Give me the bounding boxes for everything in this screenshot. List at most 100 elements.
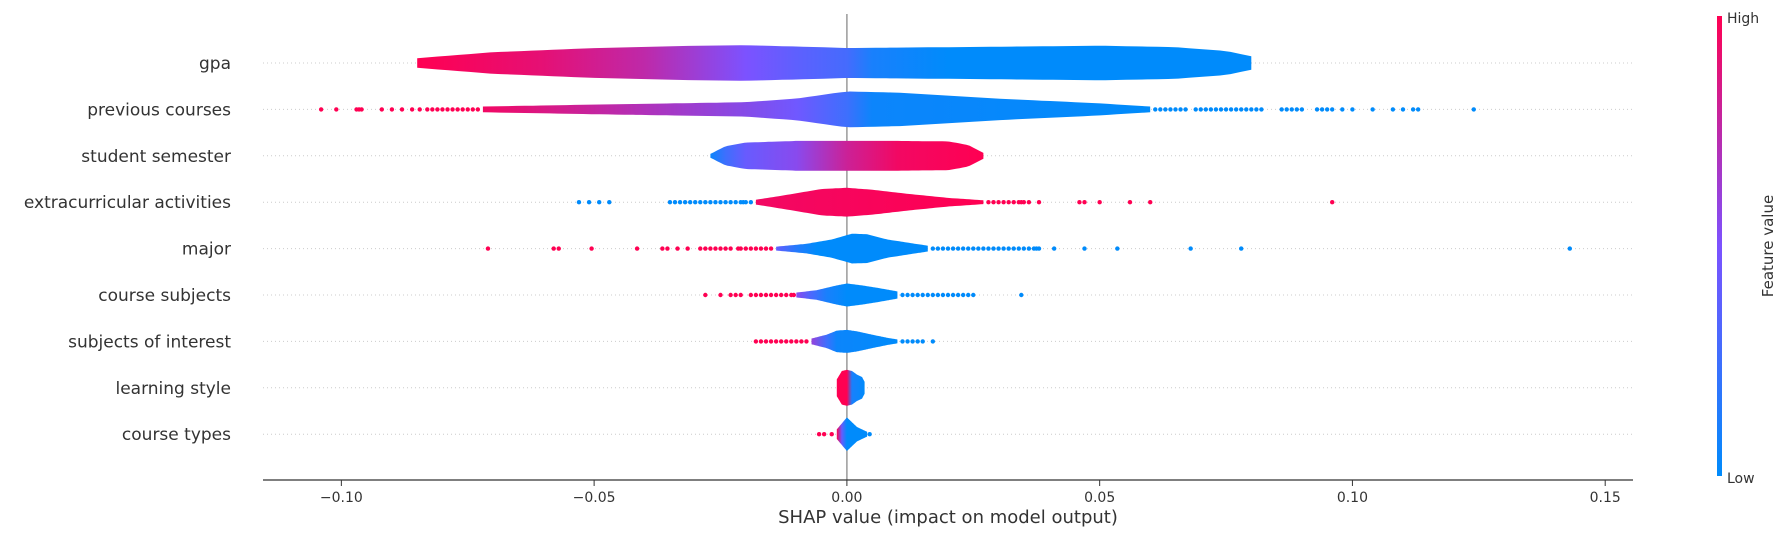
outlier-point-low (1233, 107, 1239, 112)
x-tick-label: 0.00 (831, 490, 862, 506)
feature-label: previous courses (87, 100, 231, 120)
outlier-point-low (1213, 107, 1219, 112)
outlier-point-low (586, 200, 592, 205)
outlier-point-low (1026, 246, 1032, 251)
outlier-point-high (470, 107, 475, 112)
outlier-point-low (607, 200, 612, 205)
outlier-point-high (763, 339, 769, 344)
outlier-point-high (758, 246, 764, 251)
outlier-point-high (450, 107, 455, 112)
outlier-point-low (1228, 107, 1234, 112)
outlier-point-high (703, 246, 708, 251)
feature-rows: gpa previous courses student semester extra… (24, 14, 1633, 480)
outlier-point-low (1115, 246, 1120, 251)
outlier-point-low (1319, 107, 1325, 112)
outlier-point-high (791, 292, 797, 298)
outlier-point-low (950, 292, 956, 298)
outlier-point-low (1011, 246, 1016, 251)
outlier-point-high (768, 246, 774, 251)
outlier-point-high (634, 246, 640, 251)
outlier-point-low (1370, 107, 1375, 112)
violin-shape (710, 140, 984, 171)
outlier-point-low (1223, 107, 1229, 112)
outlier-point-low (1299, 107, 1305, 112)
outlier-point-high (589, 246, 594, 251)
feature-row: student semester (81, 140, 1633, 171)
outlier-point-low (1082, 246, 1087, 251)
outlier-point-high (1148, 200, 1153, 205)
outlier-point-low (1471, 107, 1476, 112)
outlier-point-low (576, 200, 582, 205)
outlier-point-low (1239, 246, 1244, 251)
outlier-point-high (430, 107, 435, 112)
outlier-point-low (991, 246, 996, 251)
outlier-point-high (821, 432, 827, 437)
outlier-point-high (991, 200, 996, 205)
colorbar-low-label: Low (1727, 471, 1755, 487)
outlier-point-high (1006, 200, 1011, 205)
feature-label: subjects of interest (68, 332, 231, 352)
outlier-point-low (930, 339, 936, 344)
outlier-point-high (773, 339, 779, 344)
outlier-point-high (551, 246, 556, 251)
outlier-point-high (778, 292, 784, 298)
outlier-point-high (435, 107, 440, 112)
outlier-point-low (698, 200, 703, 205)
colorbar-high-label: High (1727, 11, 1759, 27)
outlier-point-low (1254, 107, 1259, 112)
outlier-point-high (399, 107, 405, 112)
outlier-point-low (1019, 292, 1024, 298)
outlier-point-low (915, 292, 920, 298)
outlier-point-low (955, 292, 961, 298)
outlier-point-low (905, 339, 910, 344)
feature-label: student semester (81, 147, 231, 167)
outlier-point-high (440, 107, 445, 112)
outlier-point-low (1289, 107, 1294, 112)
outlier-point-low (981, 246, 986, 251)
outlier-point-low (910, 292, 915, 298)
outlier-point-low (1239, 107, 1244, 112)
outlier-point-low (1244, 107, 1249, 112)
outlier-point-low (905, 292, 910, 298)
outlier-point-high (1330, 200, 1335, 205)
outlier-point-low (677, 200, 683, 205)
outlier-point-low (945, 292, 951, 298)
outlier-point-low (960, 246, 966, 251)
outlier-point-low (1218, 107, 1224, 112)
outlier-point-high (359, 107, 364, 112)
outlier-point-low (971, 292, 976, 298)
outlier-point-high (768, 292, 774, 298)
outlier-point-high (660, 246, 665, 251)
feature-row: course types (122, 417, 1633, 451)
violin-shape (755, 187, 984, 217)
feature-label: extracurricular activities (24, 193, 231, 213)
outlier-point-low (1173, 107, 1178, 112)
outlier-point-low (1188, 246, 1193, 251)
outlier-point-low (1208, 107, 1214, 112)
outlier-point-high (753, 292, 759, 298)
outlier-point-high (748, 246, 754, 251)
x-tick-label: 0.15 (1590, 490, 1621, 506)
outlier-point-low (900, 292, 905, 298)
outlier-point-high (1011, 200, 1016, 205)
outlier-point-low (935, 246, 941, 251)
outlier-point-high (379, 107, 385, 112)
outlier-point-high (334, 107, 339, 112)
feature-label: learning style (115, 379, 231, 399)
outlier-point-low (1279, 107, 1284, 112)
violin-shape (796, 283, 898, 307)
outlier-point-high (685, 246, 690, 251)
outlier-point-high (996, 200, 1001, 205)
outlier-point-low (1249, 107, 1254, 112)
outlier-point-low (1324, 107, 1330, 112)
outlier-point-high (763, 246, 769, 251)
outlier-point-low (920, 339, 925, 344)
outlier-point-low (713, 200, 718, 205)
outlier-point-low (1198, 107, 1203, 112)
outlier-point-high (986, 200, 991, 205)
outlier-point-high (556, 246, 561, 251)
feature-label: course types (122, 425, 231, 445)
outlier-point-low (693, 200, 698, 205)
violin-shape (836, 369, 865, 406)
outlier-point-low (910, 339, 915, 344)
